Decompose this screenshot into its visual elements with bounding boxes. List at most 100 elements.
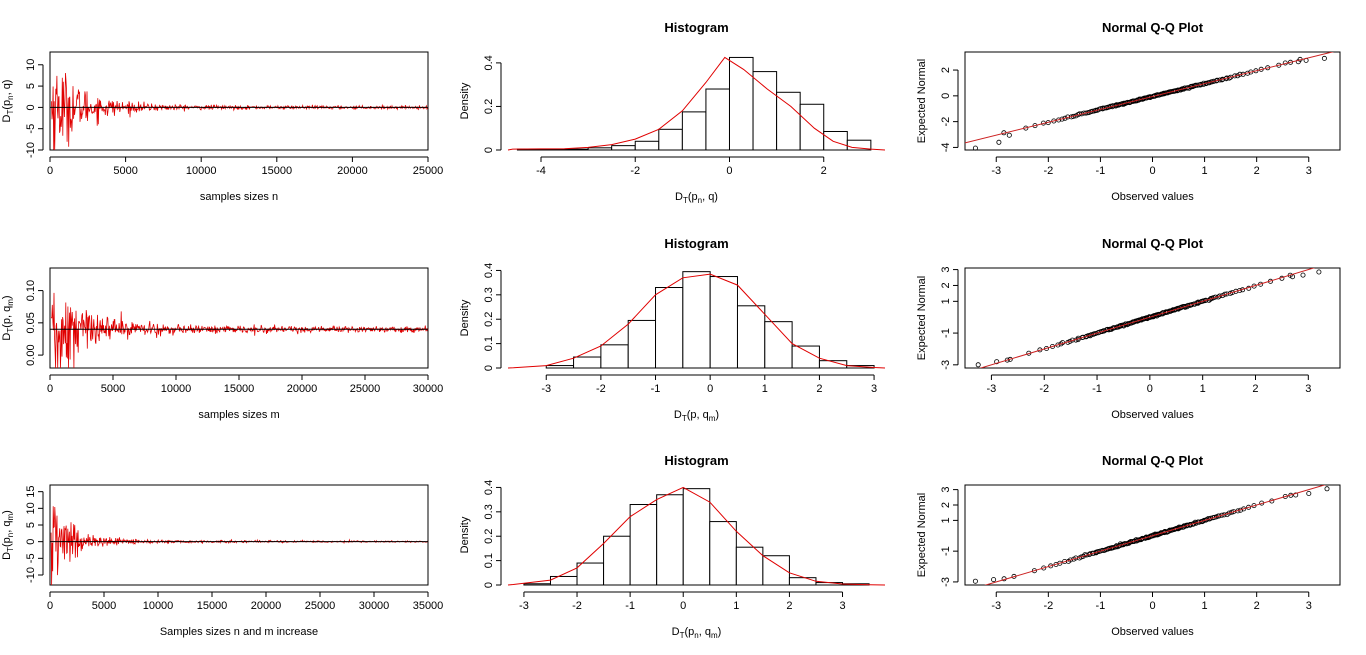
x-tick-label: 10000 <box>161 383 192 395</box>
qq-point <box>1050 343 1056 349</box>
x-tick-label: -1 <box>651 383 661 395</box>
x-axis-label: DT(p, qm) <box>674 409 719 423</box>
y-tick-label: 2 <box>940 282 952 288</box>
y-tick-label: 0 <box>483 365 495 371</box>
label-main: D <box>674 409 682 421</box>
x-tick-label: 20000 <box>251 600 282 612</box>
y-tick-label: -2 <box>940 117 952 127</box>
qq-point <box>972 145 978 151</box>
y-tick-label: 0.2 <box>483 99 495 114</box>
panel-3: -3 -2 -1 0 1 2 3 -4 -2 0 2 Normal Q-Q Plot Observed … <box>916 20 1341 203</box>
qq-reference-line <box>965 52 1335 144</box>
y-tick-label: 1 <box>940 298 952 304</box>
label-part: (p <box>1 537 13 547</box>
y-tick-label: 1 <box>940 517 952 523</box>
y-tick-label: -3 <box>940 360 952 370</box>
qq-point <box>1067 557 1073 563</box>
x-tick-label: 10000 <box>186 165 217 177</box>
y-tick-label: 2 <box>940 67 952 73</box>
plot-frame <box>964 484 1341 586</box>
qq-point <box>1057 560 1063 566</box>
x-tick-label: 0 <box>47 165 53 177</box>
x-axis-label: DT(pn, q) <box>675 191 718 205</box>
x-tick-label: 15000 <box>262 165 293 177</box>
label-subscript: T <box>680 631 685 640</box>
histogram-bar <box>600 344 629 369</box>
histogram-bar <box>655 287 684 369</box>
x-tick-label: 0 <box>707 383 713 395</box>
histogram-bar <box>846 139 872 151</box>
y-tick-label: 10 <box>25 502 37 514</box>
histogram-bar <box>627 319 657 369</box>
qq-point <box>1300 272 1306 278</box>
qq-reference-line <box>984 485 1327 585</box>
histogram-bar <box>818 360 848 369</box>
x-tick-label: 25000 <box>413 165 444 177</box>
x-tick-label: -3 <box>991 600 1001 612</box>
x-tick-label: 3 <box>839 600 845 612</box>
y-tick-label: 0 <box>483 582 495 588</box>
y-axis-label: DT(pn, q) <box>1 80 15 123</box>
label-part: ) <box>718 626 722 638</box>
y-axis-label: Expected Normal <box>916 493 928 577</box>
histogram-bar <box>545 365 575 369</box>
x-tick-label: 1 <box>762 383 768 395</box>
label-part: (p, q <box>1 306 13 328</box>
qq-point <box>1088 332 1094 338</box>
x-tick-label: 2 <box>1254 600 1260 612</box>
panel-8: -3 -2 -1 0 1 2 3 0 0.1 0.2 0.3 0.4 Histogram DT(pn, q… <box>459 453 886 640</box>
y-tick-label: 0 <box>25 539 37 545</box>
histogram-bar <box>629 504 658 586</box>
plot-frame <box>964 51 1341 151</box>
label-subscript: T <box>6 110 15 115</box>
x-tick-label: -2 <box>572 600 582 612</box>
density-curve <box>507 486 886 586</box>
x-tick-label: 0 <box>1147 383 1153 395</box>
label-subscript: n <box>6 95 15 99</box>
x-tick-label: -1 <box>1096 165 1106 177</box>
x-tick-label: 15000 <box>197 600 228 612</box>
x-tick-label: 3 <box>1306 600 1312 612</box>
histogram-bar <box>611 145 636 151</box>
x-tick-label: 2 <box>821 165 827 177</box>
histogram-bar <box>776 91 801 151</box>
y-axis-label: DT(pn, qm) <box>1 510 15 560</box>
label-subscript: m <box>6 514 15 521</box>
y-tick-label: -1 <box>940 328 952 338</box>
series-line <box>50 506 429 586</box>
qq-point <box>991 577 997 583</box>
label-subscript: m <box>6 299 15 306</box>
y-axis-label: Density <box>459 516 471 553</box>
y-axis-label: Expected Normal <box>916 59 928 143</box>
y-tick-label: 5 <box>25 83 37 89</box>
x-tick-label: 1 <box>733 600 739 612</box>
label-subscript: m <box>709 414 716 423</box>
histogram-bar <box>709 521 737 586</box>
qq-point <box>1004 357 1010 363</box>
x-tick-label: 3 <box>1306 165 1312 177</box>
label-part: (p <box>685 626 695 638</box>
qq-point <box>1321 55 1327 61</box>
qq-point <box>1048 563 1054 569</box>
y-tick-label: 0.00 <box>25 344 37 365</box>
x-tick-label: -1 <box>625 600 635 612</box>
histogram-bar <box>523 583 551 586</box>
qq-point <box>1132 538 1138 544</box>
x-tick-label: 30000 <box>359 600 390 612</box>
panel-7: 0 5000 10000 15000 20000 25000 30000 35000 -10 -5… <box>1 484 443 638</box>
x-tick-label: -3 <box>541 383 551 395</box>
panel-5: -3 -2 -1 0 1 2 3 0 0.1 0.2 0.3 0.4 Histogram DT(p, qm… <box>459 236 886 423</box>
histogram-bar <box>728 56 754 151</box>
histogram-bar <box>791 345 820 369</box>
x-tick-label: -1 <box>1092 383 1102 395</box>
label-part: ) <box>715 409 719 421</box>
y-tick-label: 0 <box>483 147 495 153</box>
chart-title: Histogram <box>664 20 728 35</box>
x-tick-label: 20000 <box>337 165 368 177</box>
label-main: D <box>675 191 683 203</box>
x-tick-label: 5000 <box>101 383 125 395</box>
qq-point <box>1041 565 1047 571</box>
label-subscript: T <box>682 414 687 423</box>
x-tick-label: -3 <box>987 383 997 395</box>
